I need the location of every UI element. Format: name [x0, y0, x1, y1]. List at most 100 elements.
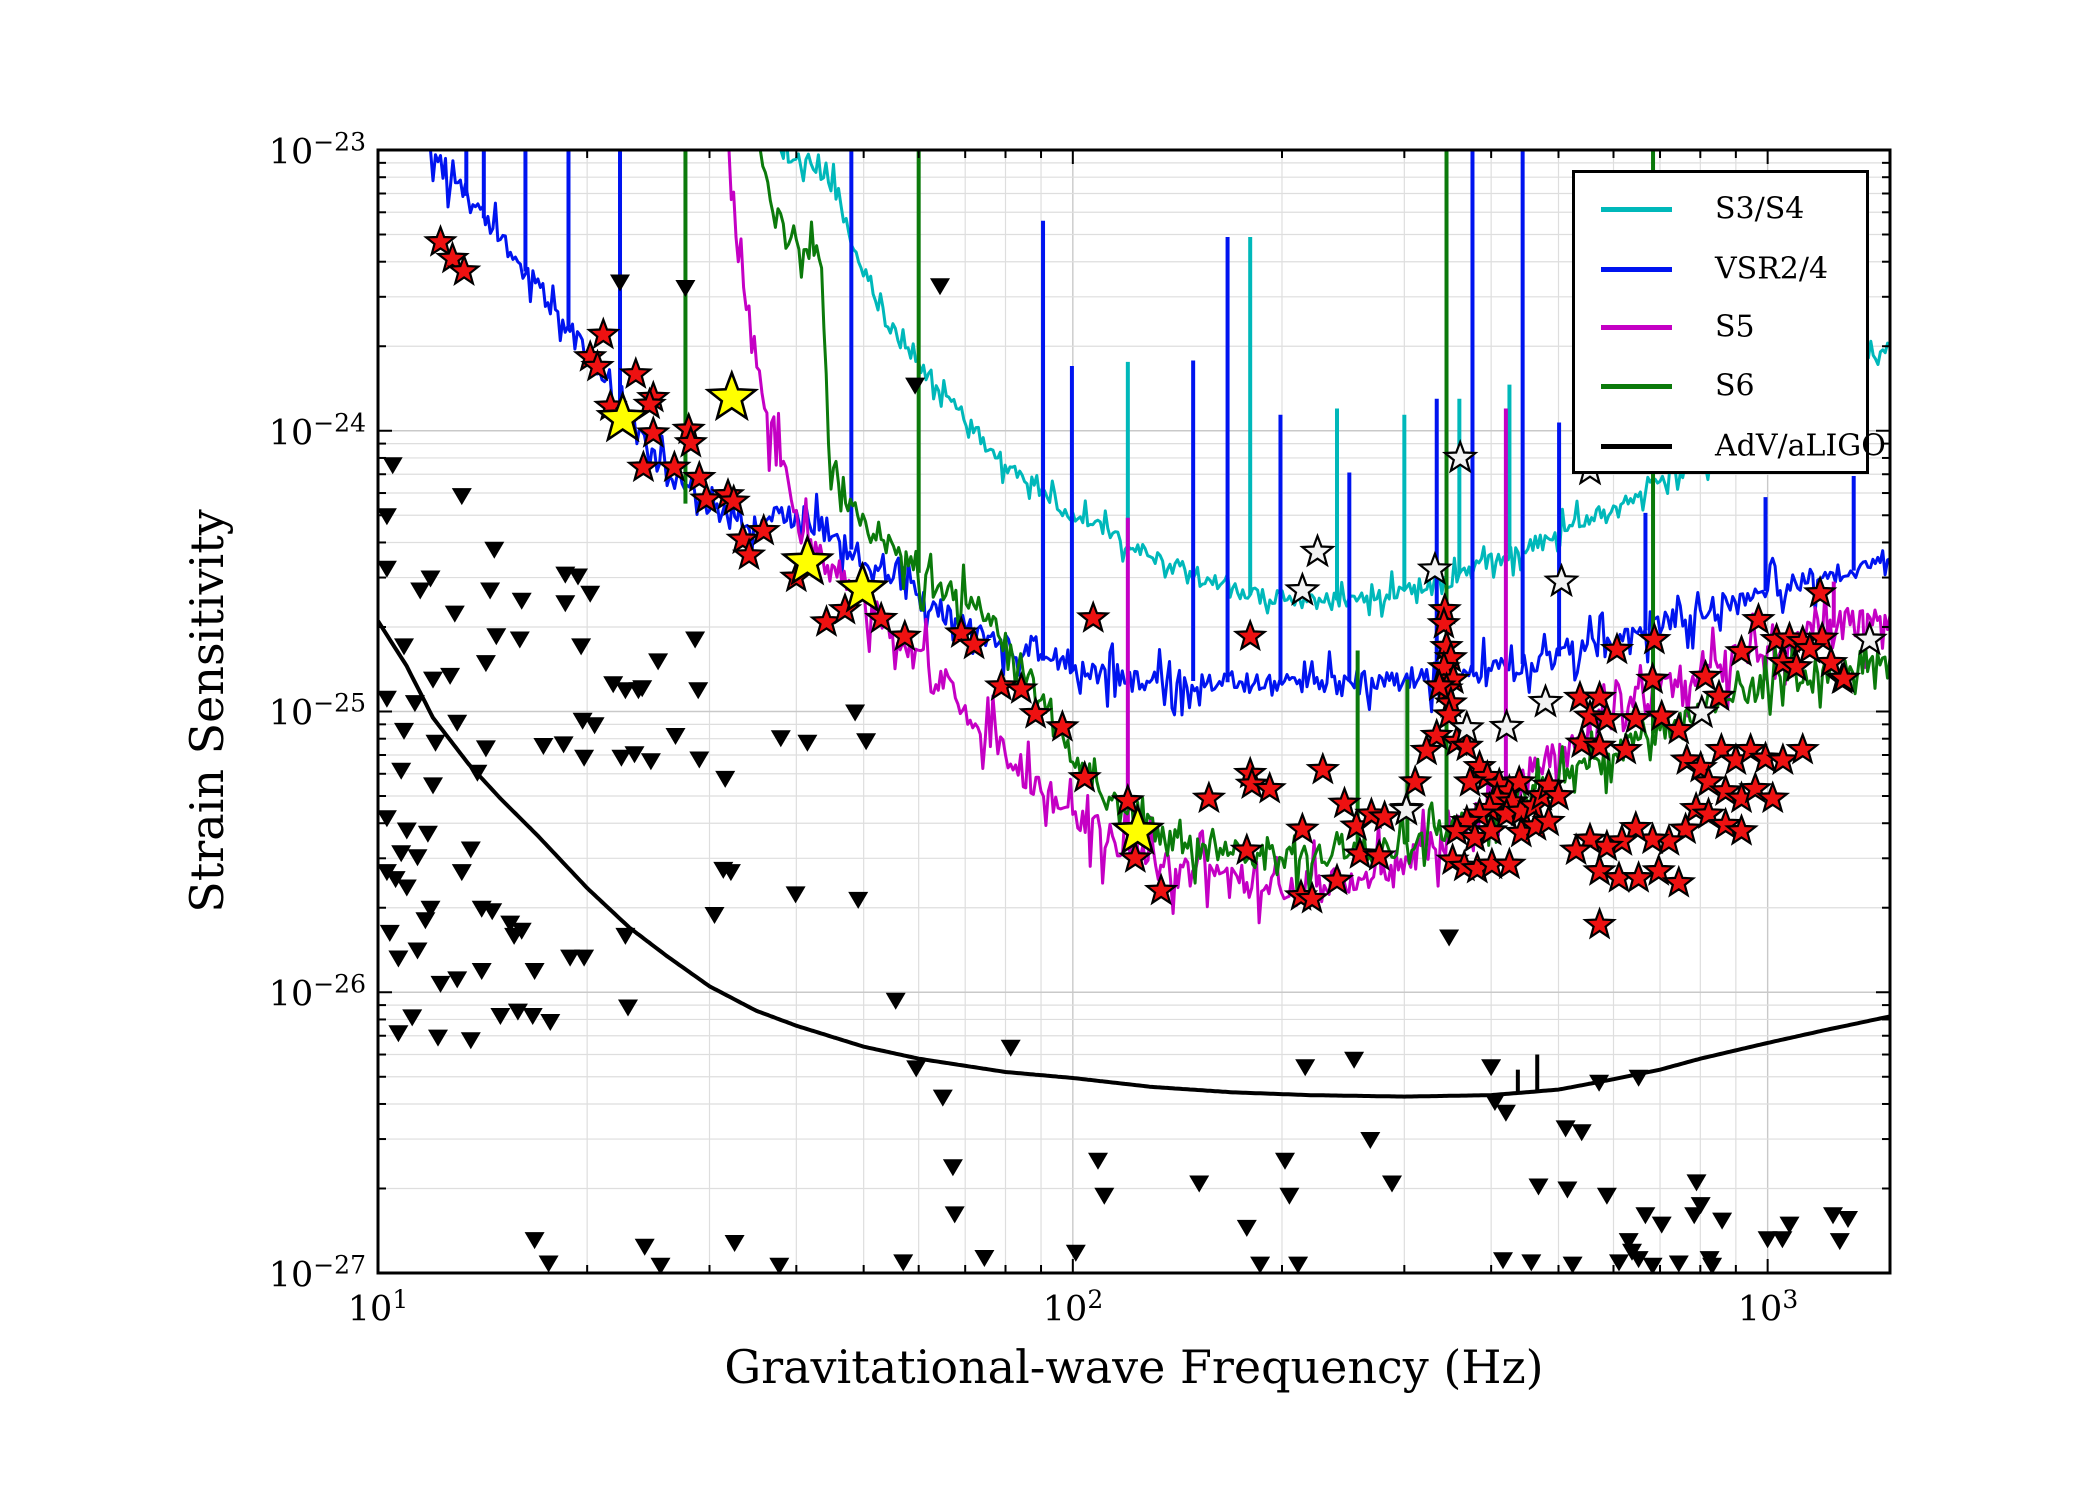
red-star-marker — [1724, 812, 1759, 846]
yellow-star-marker — [1110, 802, 1166, 856]
triangle-marker — [404, 695, 425, 713]
red-star-marker — [1449, 728, 1485, 762]
red-star-marker — [1779, 648, 1814, 682]
red-star-marker — [1232, 618, 1268, 652]
triangle-marker — [388, 1025, 409, 1043]
triangle-marker — [610, 274, 630, 292]
triangle-marker — [1279, 1187, 1300, 1205]
triangle-marker — [1065, 1244, 1086, 1262]
triangle-marker — [856, 733, 877, 751]
triangle-marker — [394, 722, 414, 740]
red-star-marker — [1635, 661, 1670, 695]
triangle-marker — [1589, 1074, 1610, 1092]
triangle-marker — [420, 570, 441, 588]
triangle-marker — [1562, 1256, 1583, 1273]
triangle-marker — [720, 864, 741, 882]
triangle-marker — [410, 582, 431, 600]
red-star-marker — [1285, 811, 1320, 845]
red-star-marker — [632, 386, 667, 420]
red-star-marker — [1531, 803, 1566, 837]
triangle-marker — [1189, 1175, 1210, 1193]
triangle-marker — [402, 1009, 423, 1027]
triangle-marker — [420, 900, 441, 918]
triangle-marker — [905, 377, 926, 395]
triangle-marker — [467, 764, 488, 782]
triangle-marker — [388, 950, 409, 968]
triangle-marker — [391, 845, 412, 863]
triangle-marker — [689, 751, 710, 769]
red-star-marker — [1691, 764, 1726, 797]
red-star-marker — [1644, 698, 1680, 732]
triangle-marker — [942, 1159, 963, 1177]
red-star-marker — [1342, 836, 1378, 869]
red-star-marker — [1618, 700, 1654, 734]
red-star-marker — [1367, 799, 1402, 832]
red-star-marker — [1067, 759, 1102, 793]
red-star-marker — [1541, 777, 1576, 811]
triangle-marker — [440, 667, 461, 685]
triangle-marker — [1618, 1233, 1639, 1251]
triangle-marker — [615, 927, 636, 945]
s3s4-legend-swatch — [1601, 207, 1672, 212]
legend-label: AdV/aLIGO — [1715, 428, 1886, 464]
triangle-marker — [906, 1060, 927, 1078]
red-star-marker — [1252, 770, 1287, 804]
red-star-marker — [1826, 660, 1862, 694]
triangle-marker — [624, 746, 645, 764]
red-star-marker — [1191, 780, 1227, 814]
triangle-marker — [893, 1254, 914, 1272]
triangle-marker — [568, 568, 588, 586]
triangle-marker — [522, 1008, 543, 1025]
triangle-marker — [1088, 1152, 1108, 1170]
triangle-marker — [415, 912, 436, 930]
red-star-marker — [1076, 600, 1111, 633]
red-star-marker — [586, 316, 621, 350]
triangle-marker — [1557, 1181, 1578, 1199]
ytick-label-1e-23: 10−23 — [268, 127, 366, 173]
triangle-marker — [475, 740, 496, 758]
triangle-marker — [634, 1238, 655, 1256]
xtick-label-100: 102 — [1042, 1285, 1104, 1330]
triangle-marker — [480, 582, 501, 600]
yellow-star-marker — [780, 533, 835, 586]
triangle-marker — [1481, 1059, 1502, 1077]
triangle-marker — [560, 949, 581, 967]
legend-label: VSR2/4 — [1715, 251, 1829, 287]
triangle-marker — [785, 886, 806, 904]
triangle-marker — [1668, 1255, 1689, 1273]
white-star-marker — [1442, 438, 1479, 474]
triangle-marker — [1000, 1039, 1021, 1057]
triangle-marker — [1571, 1124, 1592, 1142]
triangle-marker — [378, 810, 397, 828]
triangle-marker — [524, 963, 545, 980]
red-star-marker — [1018, 695, 1053, 729]
red-star-marker — [1748, 740, 1783, 774]
triangle-marker — [944, 1206, 965, 1224]
triangle-marker — [1495, 1104, 1516, 1122]
triangle-marker — [430, 975, 451, 993]
red-stars — [423, 223, 1862, 940]
red-star-marker — [1688, 658, 1723, 692]
red-star-marker — [1431, 697, 1467, 730]
red-star-marker — [423, 223, 458, 257]
triangle-marker — [460, 841, 481, 859]
markers — [378, 223, 1888, 1273]
white-star-marker — [1284, 571, 1321, 606]
triangle-marker — [848, 891, 869, 909]
vsr24-legend-swatch — [1601, 267, 1672, 272]
triangle-marker — [724, 1235, 745, 1252]
red-star-marker — [1661, 864, 1697, 898]
y-axis-label: Strain Sensitivity — [180, 509, 234, 913]
triangle-marker — [632, 680, 653, 698]
triangle-marker — [650, 1257, 671, 1273]
triangle-marker — [1521, 1254, 1542, 1272]
x-axis-label: Gravitational-wave Frequency (Hz) — [724, 1340, 1544, 1394]
upper-limit-triangles — [378, 274, 1858, 1273]
legend: S3/S4 VSR2/4 S5 S6 AdV/aLIGO — [1572, 170, 1886, 474]
triangle-marker — [500, 915, 521, 933]
red-star-marker — [1327, 785, 1362, 819]
red-star-marker — [1792, 630, 1828, 664]
red-star-marker — [1701, 678, 1737, 712]
red-star-marker — [580, 348, 615, 382]
triangle-marker — [417, 825, 438, 843]
